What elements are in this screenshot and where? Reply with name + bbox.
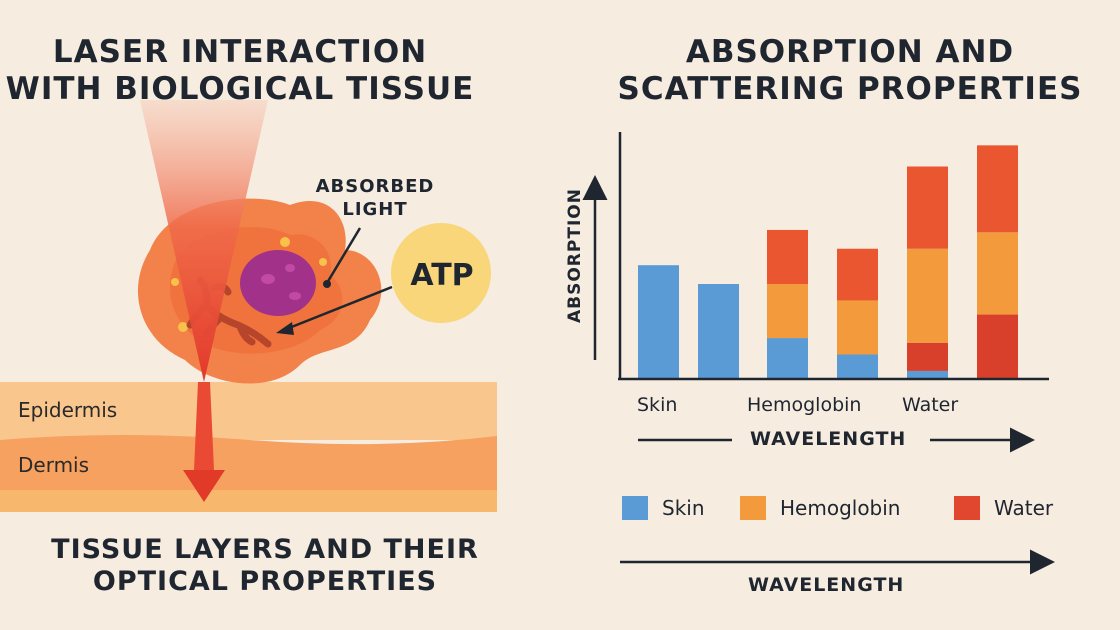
absorbed-pointer-dot [323, 280, 331, 288]
absorbed-line1: ABSORBED [315, 176, 435, 197]
organelle-dot [171, 278, 179, 286]
bar-2-segment-1 [698, 284, 739, 378]
tissue-illustration [0, 100, 497, 512]
organelle-dot [178, 322, 188, 332]
category-label-water: Water [902, 394, 959, 416]
bar-3-segment-2 [767, 284, 808, 339]
legend-item-skin: Skin [622, 496, 705, 520]
laser-beam [140, 100, 268, 382]
left-title-line1: LASER INTERACTION [52, 34, 428, 70]
tissue-layers-title: TISSUE LAYERS AND THEIR OPTICAL PROPERTI… [0, 534, 530, 598]
legend-swatch-water [954, 496, 980, 520]
nucleus-spot [289, 292, 301, 300]
organelle-dot [280, 237, 290, 247]
bar-6-segment-2 [977, 232, 1018, 315]
tissue-layers-title-line2: OPTICAL PROPERTIES [92, 565, 438, 597]
bar-6-segment-1 [977, 314, 1018, 378]
chart-title-line2: SCATTERING PROPERTIES [617, 70, 1083, 107]
bottom-wavelength-label: WAVELENGTH [748, 574, 905, 596]
absorption-chart [582, 132, 1055, 575]
tissue-layers-title-line1: TISSUE LAYERS AND THEIR [51, 534, 479, 565]
bar-5-segment-4 [907, 166, 948, 249]
dermis-bottom-band [0, 490, 497, 512]
atp-circle [391, 223, 491, 323]
atp-label: ATP [410, 258, 474, 293]
bar-group [638, 145, 1018, 378]
left-title: LASER INTERACTION WITH BIOLOGICAL TISSUE [0, 34, 480, 107]
y-axis-label: ABSORPTION [565, 188, 585, 323]
category-label-skin: Skin [637, 394, 678, 416]
absorbed-line2: LIGHT [342, 198, 408, 220]
category-label-hemoglobin: Hemoglobin [747, 394, 862, 416]
nucleus-spot [261, 274, 275, 284]
laser-beam-penetration [194, 382, 214, 470]
nucleus-spot [285, 264, 295, 272]
bar-5-segment-2 [907, 342, 948, 371]
legend-item-water: Water [954, 496, 1053, 520]
bar-5-segment-3 [907, 248, 948, 343]
bar-6-segment-3 [977, 145, 1018, 233]
absorbed-pointer [325, 227, 362, 284]
dermis-label: Dermis [18, 453, 90, 477]
legend-label-hemoglobin: Hemoglobin [780, 496, 901, 520]
atp-pointer [283, 285, 393, 332]
bar-5-segment-1 [907, 370, 948, 378]
chart-title: ABSORPTION AND SCATTERING PROPERTIES [600, 34, 1100, 107]
organelle-dot [319, 258, 327, 266]
bar-3-segment-1 [767, 338, 808, 378]
bar-4-segment-2 [837, 300, 878, 355]
legend-swatch-hemoglobin [740, 496, 766, 520]
bar-1-segment-1 [638, 265, 679, 378]
bar-4-segment-3 [837, 248, 878, 301]
atp-pointer-arrowhead [276, 322, 294, 335]
legend-swatch-skin [622, 496, 648, 520]
x-axis-label: WAVELENGTH [750, 428, 907, 450]
absorbed-light-label: ABSORBED LIGHT [300, 176, 450, 221]
legend-item-hemoglobin: Hemoglobin [740, 496, 900, 520]
nucleus [240, 250, 316, 316]
left-title-line2: WITH BIOLOGICAL TISSUE [5, 70, 475, 107]
epidermis-label: Epidermis [18, 398, 118, 422]
laser-arrowhead [183, 470, 225, 502]
legend-label-water: Water [994, 496, 1054, 520]
epidermis-layer [0, 382, 497, 440]
legend-label-skin: Skin [662, 496, 705, 520]
bar-3-segment-3 [767, 229, 808, 284]
chart-title-line1: ABSORPTION AND [685, 34, 1015, 70]
bar-4-segment-1 [837, 354, 878, 378]
